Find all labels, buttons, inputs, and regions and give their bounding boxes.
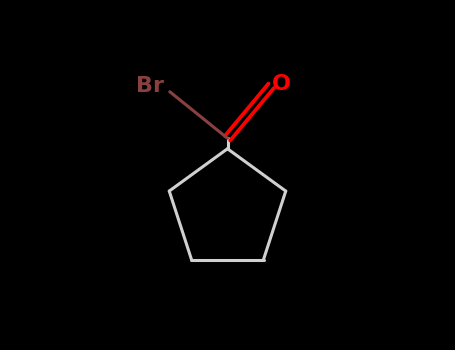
Text: Br: Br [136, 76, 165, 97]
Text: O: O [272, 74, 291, 94]
